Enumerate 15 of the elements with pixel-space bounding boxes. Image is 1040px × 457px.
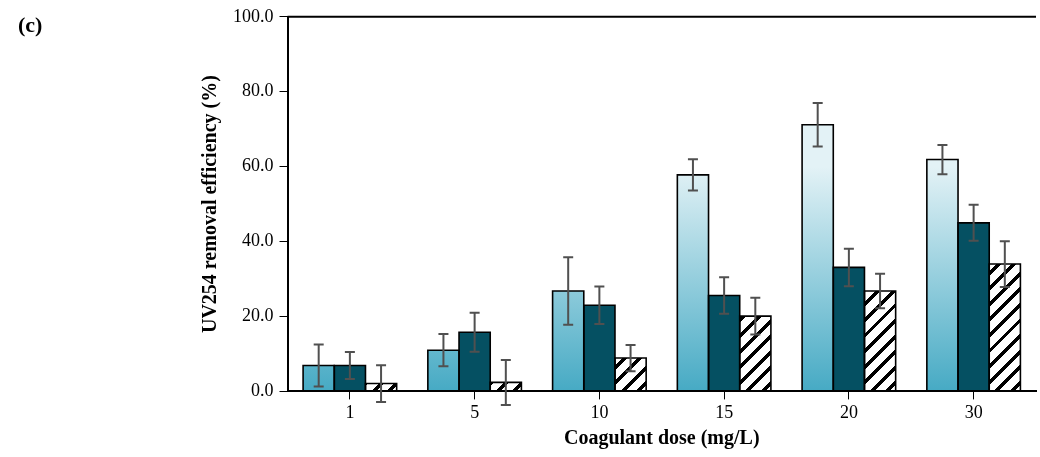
text: (c)	[18, 12, 43, 38]
y-tick-label: 100.0	[233, 5, 274, 26]
x-tick-label: 30	[964, 401, 983, 422]
x-tick-label: 10	[590, 401, 609, 422]
y-tick-label: 60.0	[242, 155, 274, 176]
y-tick-label: 80.0	[242, 80, 274, 101]
x-tick-label: 1	[345, 401, 355, 422]
y-tick-label: 20.0	[242, 305, 274, 326]
x-tick-label: 5	[470, 401, 480, 422]
y-tick-label: 40.0	[242, 230, 274, 251]
y-tick-label: 0.0	[251, 380, 274, 401]
x-tick-label: 15	[715, 401, 734, 422]
x-tick-label: 20	[839, 401, 858, 422]
y-axis-title: UV254 removal efficiency (%)	[198, 75, 222, 334]
x-axis-title: Coagulant dose (mg/L)	[563, 426, 760, 450]
